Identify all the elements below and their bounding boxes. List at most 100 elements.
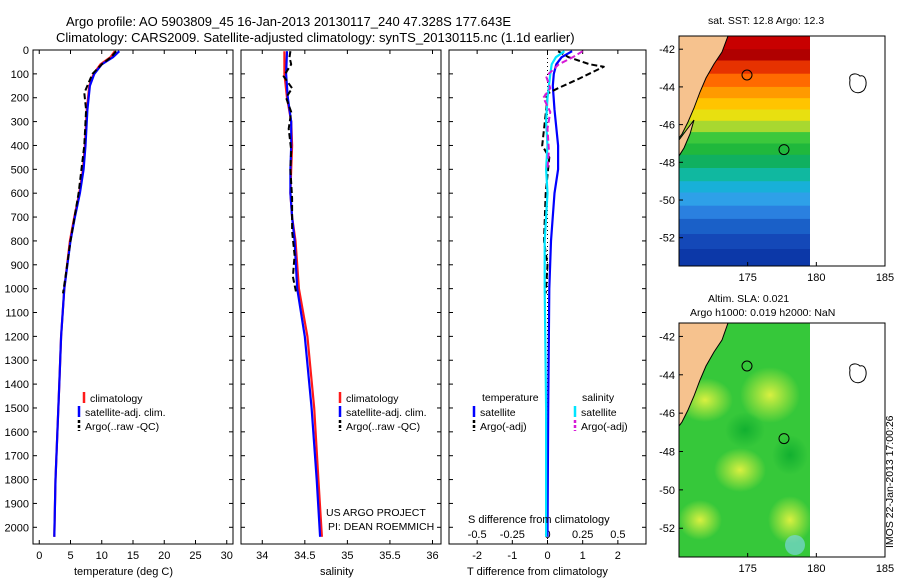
sla-argo-position-marker: [778, 433, 790, 445]
sla-map-axes: -42 -44 -46 -48 -50 -52 175 180 185: [659, 331, 894, 575]
x-tick-label: 20: [158, 550, 170, 562]
sst-band: [679, 98, 810, 110]
sla-land: [679, 323, 729, 427]
sst-map: [679, 36, 890, 266]
y-tick-label: 900: [11, 260, 29, 272]
project-annotation: US ARGO PROJECT: [326, 507, 426, 519]
x-tick-label: 34.5: [294, 550, 315, 562]
sla-low-patch: [725, 412, 765, 448]
x-tick-label: 15: [127, 550, 139, 562]
sst-band: [679, 49, 810, 61]
y-tick-label: 700: [11, 212, 29, 224]
map-x-tick-label: 180: [807, 272, 825, 284]
x-tick-label: -2: [472, 550, 482, 562]
series-temperature-satellite: [546, 50, 573, 537]
y-tick-label: 400: [11, 140, 29, 152]
sst-band: [679, 168, 810, 182]
sst-secondary-marker: [741, 69, 753, 81]
sst-land: [679, 36, 729, 139]
salinity-legend: climatology satellite-adj. clim. Argo(..…: [326, 392, 434, 533]
sst-band: [679, 120, 810, 133]
series-salinity-satellite: [543, 50, 566, 537]
y-tick-label: 800: [11, 236, 29, 248]
series-satellite-adj-clim: [285, 51, 322, 537]
sst-band: [679, 143, 810, 156]
legend-label-satellite: satellite-adj. clim.: [346, 407, 427, 419]
sst-map-axes: -42 -44 -46 -48 -50 -52 175 180 185: [659, 44, 894, 284]
sla-map-title-line1: Altim. SLA: 0.021: [708, 293, 789, 305]
y-tick-label: 500: [11, 164, 29, 176]
x-tick-label: 5: [67, 550, 73, 562]
series-satellite-adj-clim: [53, 50, 121, 537]
salinity-panel-frame: [240, 49, 442, 545]
sst-band: [679, 154, 810, 169]
imos-watermark: IMOS 22-Jan-2013 17:00:26: [884, 415, 896, 548]
sst-band: [679, 249, 810, 266]
y-tick-label: 1500: [5, 403, 29, 415]
sst-land-south: [679, 119, 695, 157]
legend-label-sal-argo: Argo(-adj): [581, 421, 628, 433]
sst-nodata-area: [810, 36, 890, 266]
sst-band: [679, 192, 810, 207]
sst-band: [679, 218, 810, 235]
difference-xlabel: T difference from climatology: [467, 566, 608, 578]
legend-label-argo: Argo(..raw -QC): [85, 421, 159, 433]
legend-label-sal-satellite: satellite: [581, 407, 617, 419]
y-tick-label: 1900: [5, 498, 29, 510]
sst-band: [679, 181, 810, 193]
figure-title-line1: Argo profile: AO 5903809_45 16-Jan-2013 …: [66, 14, 511, 29]
legend-label-satellite: satellite-adj. clim.: [85, 407, 166, 419]
temperature-legend: climatology satellite-adj. clim. Argo(..…: [77, 392, 166, 433]
sst-map-title: sat. SST: 12.8 Argo: 12.3: [708, 15, 824, 27]
legend-label-temp-satellite: satellite: [480, 407, 516, 419]
map-x-tick-label: 175: [738, 272, 756, 284]
legend-label-argo: Argo(..raw -QC): [346, 421, 420, 433]
sla-secondary-marker: [741, 360, 753, 372]
sst-band: [679, 234, 810, 250]
legend-heading-salinity: salinity: [582, 392, 615, 404]
y-tick-label: 1100: [5, 308, 29, 320]
sst-band: [679, 109, 810, 122]
map-y-tick-label: -52: [659, 523, 675, 535]
map-y-tick-label: -42: [659, 331, 675, 343]
legend-label-temp-argo: Argo(-adj): [480, 421, 527, 433]
temperature-xlabel: temperature (deg C): [74, 566, 173, 578]
sst-band: [679, 86, 810, 99]
salinity-xlabel: salinity: [320, 566, 354, 578]
y-tick-label: 1800: [5, 475, 29, 487]
y-tick-label: 1600: [5, 427, 29, 439]
y-tick-label: 100: [11, 69, 29, 81]
sla-island-outline: [849, 363, 867, 384]
sla-map-title-line2: Argo h1000: 0.019 h2000: NaN: [690, 307, 835, 319]
sla-high-patch: [714, 448, 766, 492]
salinity-chart: 34 34.5 35 35.5 36: [241, 49, 441, 562]
sla-map: [679, 323, 890, 557]
sst-map-frame: [678, 35, 886, 267]
map-y-tick-label: -46: [659, 408, 675, 420]
s-tick-label: -0.25: [500, 529, 525, 541]
sst-band: [679, 205, 810, 220]
x-tick-label: 2: [615, 550, 621, 562]
x-tick-label: 0: [544, 550, 550, 562]
sla-high-patch: [679, 500, 722, 540]
x-tick-label: 35.5: [379, 550, 400, 562]
difference-legend-temperature: temperature satellite Argo(-adj): [472, 392, 539, 433]
sla-nodata-area: [810, 323, 890, 557]
y-tick-label: 600: [11, 188, 29, 200]
sst-band: [679, 73, 810, 88]
y-tick-label: 1200: [5, 331, 29, 343]
y-tick-label: 1700: [5, 451, 29, 463]
sst-island-outline: [849, 73, 867, 94]
x-tick-label: -1: [507, 550, 517, 562]
y-tick-label: 1300: [5, 355, 29, 367]
sla-cyan-patch: [785, 535, 805, 555]
map-x-tick-label: 180: [807, 563, 825, 575]
map-x-tick-label: 185: [876, 272, 894, 284]
map-y-tick-label: -48: [659, 447, 675, 459]
x-tick-label: 0: [36, 550, 42, 562]
x-tick-label: 35: [341, 550, 353, 562]
x-tick-label: 30: [221, 550, 233, 562]
y-tick-label: 0: [23, 45, 29, 57]
